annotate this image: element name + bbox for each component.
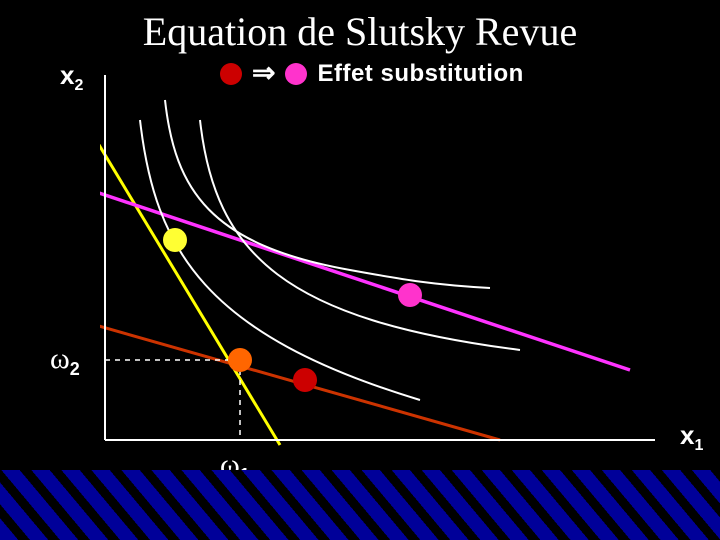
omega-2-label: ω2 bbox=[50, 342, 80, 380]
x-axis-label: x1 bbox=[680, 420, 703, 455]
omega-2-var: ω bbox=[50, 342, 70, 375]
hatch-pattern bbox=[0, 470, 720, 540]
slide-title: Equation de Slutsky Revue bbox=[0, 8, 720, 55]
bottom-hatch bbox=[0, 470, 720, 540]
y-axis-label: x2 bbox=[60, 60, 83, 95]
economics-plot bbox=[100, 70, 660, 450]
y-axis-var: x bbox=[60, 60, 74, 90]
x-axis-var: x bbox=[680, 420, 694, 450]
omega-2-sub: 2 bbox=[70, 359, 80, 379]
slide: Equation de Slutsky Revue ⇒ Effet substi… bbox=[0, 0, 720, 540]
x-axis-sub: 1 bbox=[694, 437, 703, 454]
y-axis-sub: 2 bbox=[74, 77, 83, 94]
